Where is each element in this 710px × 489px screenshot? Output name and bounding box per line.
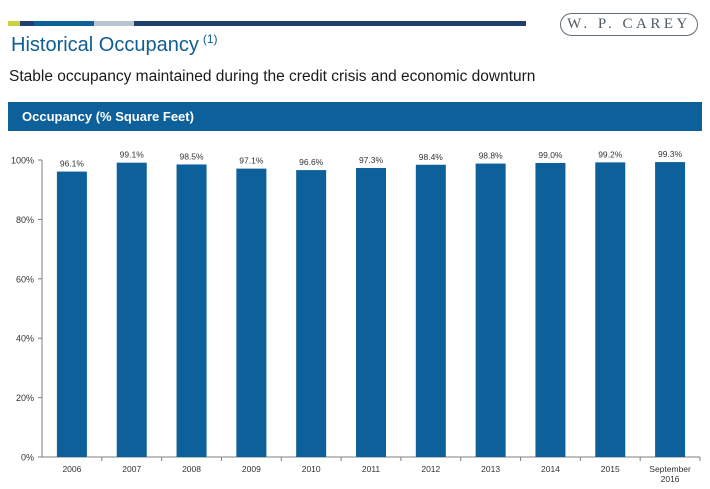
data-label: 99.1% — [120, 150, 145, 160]
bar — [116, 162, 147, 457]
data-label: 99.2% — [598, 149, 623, 159]
accent-segment — [8, 21, 20, 26]
bar — [535, 162, 566, 457]
x-tick-label: 2014 — [541, 464, 560, 474]
bar — [356, 168, 386, 458]
x-tick-label: 2008 — [182, 464, 201, 474]
occupancy-bar-chart: 0% 20% 40% 60% 80% 100% 96.1% 2006 99.1% 2007 98.5… — [11, 149, 701, 484]
bar — [595, 162, 626, 457]
data-label: 97.1% — [239, 156, 264, 166]
chart-section-band: Occupancy (% Square Feet) — [8, 102, 702, 131]
y-tick-label: 60% — [16, 274, 34, 284]
x-tick-label: 2009 — [242, 464, 261, 474]
accent-segment — [94, 21, 134, 26]
data-label: 98.4% — [419, 152, 444, 162]
x-tick-label: September — [649, 464, 691, 474]
accent-segment — [134, 21, 526, 26]
x-tick-label: 2007 — [122, 464, 141, 474]
bar — [296, 170, 327, 457]
accent-segment — [34, 21, 94, 26]
page-subtitle: Stable occupancy maintained during the c… — [9, 68, 536, 85]
bar — [475, 163, 506, 457]
bar — [236, 168, 267, 457]
data-label: 99.3% — [658, 149, 683, 159]
wp-carey-logo: W. P. CAREY — [560, 13, 698, 36]
y-tick-label: 0% — [21, 453, 34, 463]
page-title-text: Historical Occupancy — [11, 34, 199, 56]
y-tick-label: 100% — [11, 156, 34, 166]
x-tick-label: 2016 — [661, 474, 680, 484]
data-label: 99.0% — [538, 150, 563, 160]
page-title: Historical Occupancy (1) — [11, 32, 218, 57]
y-tick-label: 20% — [16, 393, 34, 403]
y-tick-label: 40% — [16, 334, 34, 344]
x-tick-label: 2010 — [302, 464, 321, 474]
accent-bar — [8, 21, 526, 26]
bar — [415, 164, 446, 457]
title-footnote: (1) — [202, 32, 218, 46]
data-label: 98.8% — [479, 151, 504, 161]
x-tick-label: 2006 — [62, 464, 81, 474]
y-tick-label: 80% — [16, 215, 34, 225]
x-tick-label: 2012 — [421, 464, 440, 474]
data-label: 98.5% — [179, 151, 204, 161]
data-label: 96.6% — [299, 157, 324, 167]
accent-segment — [20, 21, 34, 26]
data-label: 96.1% — [60, 159, 85, 169]
bar — [655, 162, 686, 458]
bar — [56, 171, 87, 457]
x-tick-label: 2015 — [601, 464, 620, 474]
data-label: 97.3% — [359, 155, 384, 165]
bar — [176, 164, 207, 457]
x-tick-label: 2011 — [362, 464, 381, 474]
x-tick-label: 2013 — [481, 464, 500, 474]
